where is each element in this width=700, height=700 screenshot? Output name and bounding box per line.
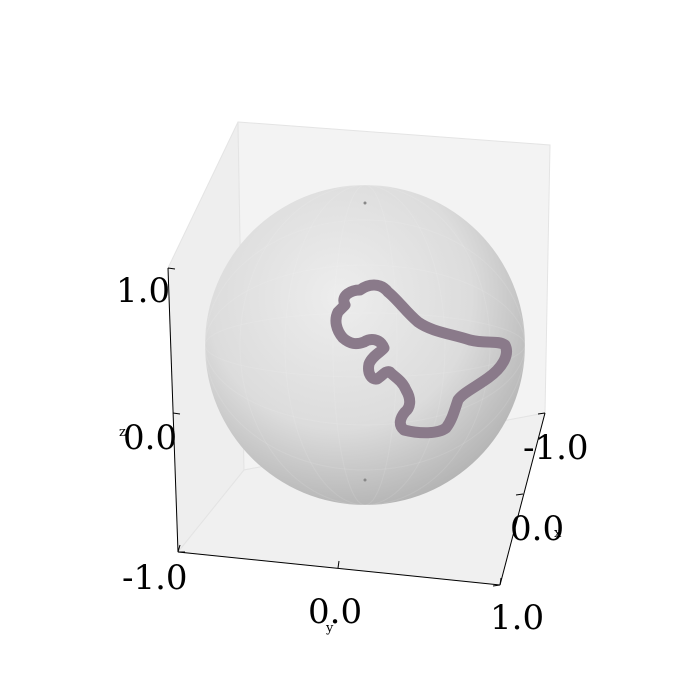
x-tick-label-top: -1.0 — [523, 428, 589, 468]
axis-lines — [167, 267, 546, 586]
dinosaur-curve — [330, 279, 512, 439]
z-tick-label-bottom: -1.0 — [122, 558, 188, 598]
z-tick-mark-mid — [172, 412, 181, 415]
tick-labels: 1.0 0.0 -1.0 0.0 -1.0 0.0 1.0 — [116, 271, 589, 638]
y-tick-label-mid: 0.0 — [308, 592, 362, 632]
south-pole-mark — [363, 478, 367, 482]
x-tick-mark-top — [537, 412, 546, 415]
z-tick-label-mid: 0.0 — [123, 418, 177, 458]
y-tick-mark-mid — [337, 560, 340, 569]
axis-labels: z y x — [119, 425, 562, 636]
north-pole-mark — [363, 201, 367, 205]
z-tick-label-top: 1.0 — [116, 271, 170, 311]
x-tick-label-mid: 0.0 — [510, 509, 564, 549]
y-tick-mark-right — [499, 577, 502, 586]
x-axis-line — [499, 412, 546, 586]
z-axis-label: z — [119, 425, 126, 440]
y-axis-line — [177, 551, 501, 586]
z-tick-mark-top — [167, 267, 176, 270]
x-axis-label: x — [554, 526, 562, 541]
y-axis-label: y — [325, 621, 334, 636]
x-tick-mark-bottom — [492, 584, 501, 587]
x-tick-label-bottom: 1.0 — [490, 598, 544, 638]
z-axis-line — [167, 267, 179, 553]
sphere-mesh — [204, 184, 526, 506]
y-tick-mark-left — [177, 544, 181, 553]
tick-marks — [167, 267, 546, 587]
x-tick-mark-mid — [515, 493, 524, 496]
